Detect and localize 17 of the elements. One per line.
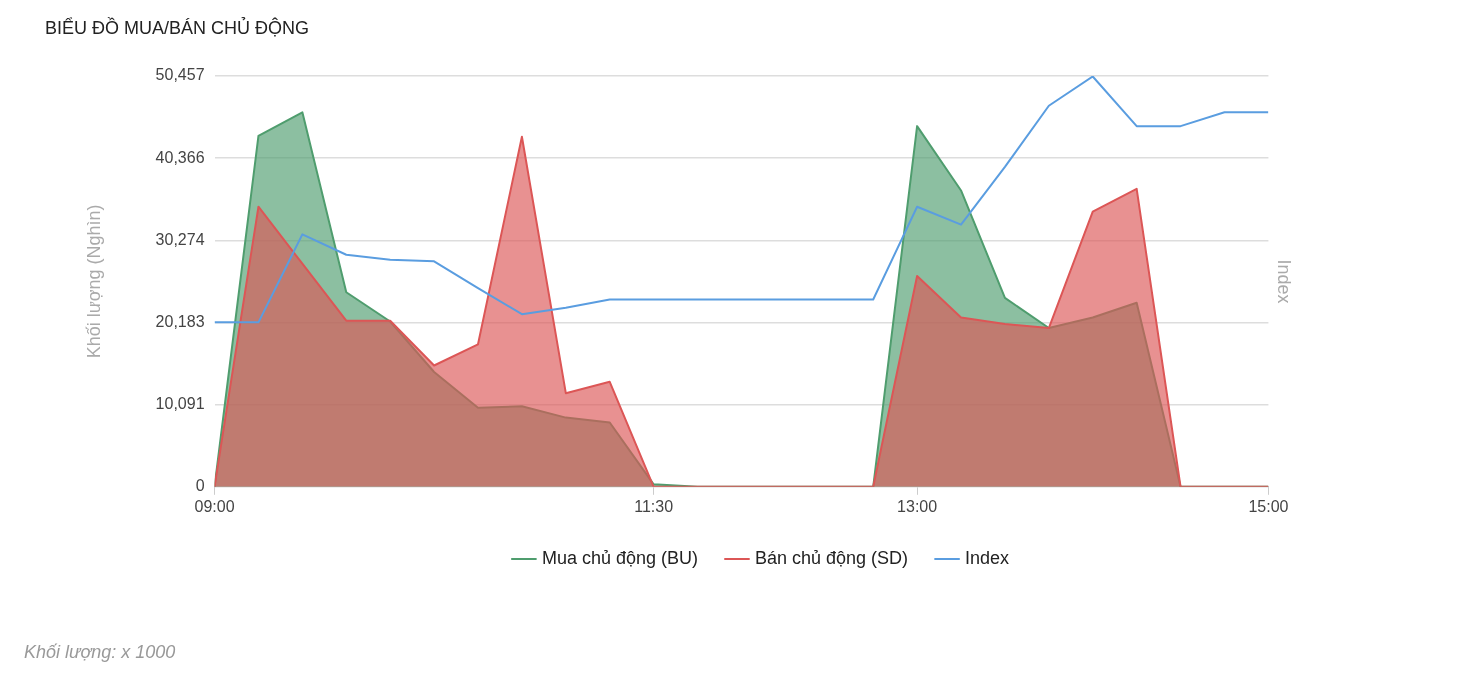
x-tick-label: 15:00 <box>1248 497 1289 515</box>
x-tick-label: 09:00 <box>194 497 235 515</box>
x-tick-label: 11:30 <box>634 497 674 515</box>
y-tick-label: 20,183 <box>155 312 205 330</box>
text: Khối lượng: x 1000 <box>23 641 177 663</box>
y-tick-label: 30,274 <box>155 230 205 248</box>
y-tick-label: 0 <box>195 477 205 495</box>
y-tick-label: 50,457 <box>155 66 205 84</box>
y-tick-label: 10,091 <box>155 395 205 413</box>
y-tick-label: 40,366 <box>155 148 205 166</box>
legend-label: Mua chủ động (BU) <box>541 547 698 568</box>
y2-axis-title: Index <box>1274 259 1295 304</box>
legend-label: Bán chủ động (SD) <box>754 547 909 568</box>
y-axis-title: Khối lượng (Nghìn) <box>83 204 104 359</box>
legend-label: Index <box>965 547 1010 568</box>
x-tick-label: 13:00 <box>897 497 938 515</box>
chart-title: BIỂU ĐỒ MUA/BÁN CHỦ ĐỘNG <box>44 16 311 40</box>
